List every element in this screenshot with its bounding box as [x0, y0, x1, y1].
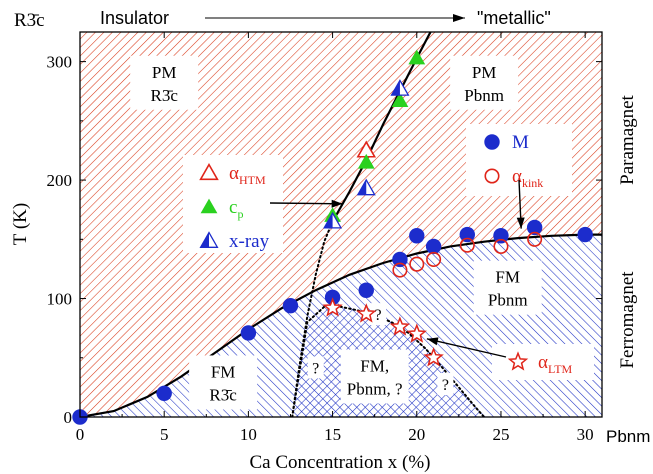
top-label-insulator: Insulator [100, 8, 169, 28]
x-tick-label: 25 [492, 425, 509, 444]
data-point [526, 219, 543, 236]
right-label-paramagnet: Paramagnet [617, 94, 638, 184]
data-point [389, 316, 411, 336]
data-point [356, 303, 377, 323]
data-point [282, 297, 299, 314]
top-arrow-head [453, 14, 465, 22]
data-point [358, 282, 374, 298]
region-label-line2: Pbnm [464, 86, 504, 105]
annotation-arrows [269, 179, 525, 358]
right-label-ferromagnet: Ferromagnet [617, 271, 638, 369]
legend-label: cp [229, 197, 243, 221]
x-tick-label: 0 [76, 425, 85, 444]
data-point [493, 228, 509, 244]
legend-marker [484, 134, 500, 150]
data-point [357, 153, 375, 169]
top-label-metallic: "metallic" [477, 8, 551, 28]
legend-marker [507, 351, 529, 371]
region-label-line2: R3̄c [209, 385, 237, 404]
top-left-symbol: R3̄c [14, 10, 45, 31]
x-axis-label: Ca Concentration x (%) [250, 452, 431, 473]
data-point [156, 385, 172, 402]
data-point [409, 228, 425, 244]
region-label-line1: FM, [360, 357, 389, 376]
data-point [425, 238, 442, 255]
data-point [409, 256, 425, 272]
data-point [406, 323, 427, 343]
legend-marker [199, 231, 219, 248]
region-label-box [130, 55, 199, 110]
data-point [527, 231, 543, 247]
data-point [392, 251, 408, 268]
region-label-line2: Pbnm, ? [347, 380, 403, 399]
arrow-ltm-head [426, 337, 439, 346]
legend-box-1: αHTM cp x-ray [183, 155, 283, 253]
region-label-box [473, 260, 542, 315]
region-label-box [189, 355, 258, 410]
legend-label: αLTM [538, 352, 573, 376]
region-label-line1: FM [495, 268, 520, 287]
legend-label: x-ray [229, 231, 270, 252]
x-tick-label: 20 [408, 425, 425, 444]
legend-bg [183, 155, 283, 253]
arrow-kink-head [516, 217, 525, 229]
data-point [390, 79, 410, 96]
region-label-line2: Pbnm [488, 291, 528, 310]
data-point [426, 251, 442, 267]
region-label-line1: PM [152, 63, 177, 82]
question-mark-bg [437, 373, 454, 396]
region-label-line1: FM [211, 362, 236, 381]
data-point [391, 92, 409, 108]
data-point [459, 226, 475, 243]
data-point [423, 347, 444, 367]
x-tick-label: 15 [324, 425, 341, 444]
x-tick-label: 5 [160, 425, 169, 444]
question-marks: ??? [307, 303, 454, 396]
data-point [240, 325, 257, 341]
legend-label: αHTM [229, 163, 266, 187]
plot-frame [79, 31, 603, 418]
curve-4 [291, 305, 486, 417]
legend-bg [492, 344, 594, 380]
y-tick-label: 0 [64, 408, 73, 427]
legend-label: M [512, 132, 529, 153]
x-tick-label: 10 [240, 425, 257, 444]
region-label-line1: PM [472, 63, 497, 82]
data-point [493, 238, 509, 254]
legend-box-3: αLTM [492, 344, 594, 380]
region-labels: PM R3̄c PM Pbnm FM Pbnm FM R3̄c FM, Pbnm, ? [130, 55, 542, 410]
y-axis-label: T (K) [10, 203, 31, 245]
question-mark-bg [307, 356, 324, 379]
legend-marker [484, 168, 500, 184]
x-axis-end-label: Pbnm [606, 427, 650, 446]
arrow-htm [269, 202, 343, 205]
data-point [356, 178, 376, 196]
question-mark: ? [442, 377, 449, 394]
question-mark: ? [374, 307, 381, 324]
legend-label: αkink [512, 166, 543, 190]
data-points [72, 49, 593, 425]
y-tick-label: 300 [47, 53, 73, 72]
legend-marker [200, 198, 218, 214]
data-point [323, 211, 343, 229]
arrow-ltm [426, 338, 507, 358]
y-tick-label: 100 [47, 290, 73, 309]
region-label-box [340, 349, 409, 404]
question-mark-bg [370, 303, 387, 326]
arrow-htm-head [331, 199, 343, 208]
legend-marker [199, 162, 219, 181]
region-label-box [450, 55, 519, 110]
y-tick-label: 200 [47, 171, 73, 190]
data-point [577, 226, 593, 243]
region-label-line2: R3̄c [150, 86, 178, 105]
question-mark: ? [312, 360, 319, 377]
data-point [392, 262, 408, 278]
data-point [459, 237, 475, 253]
data-point [408, 49, 426, 65]
data-point [322, 297, 343, 317]
x-tick-label: 30 [577, 425, 594, 444]
